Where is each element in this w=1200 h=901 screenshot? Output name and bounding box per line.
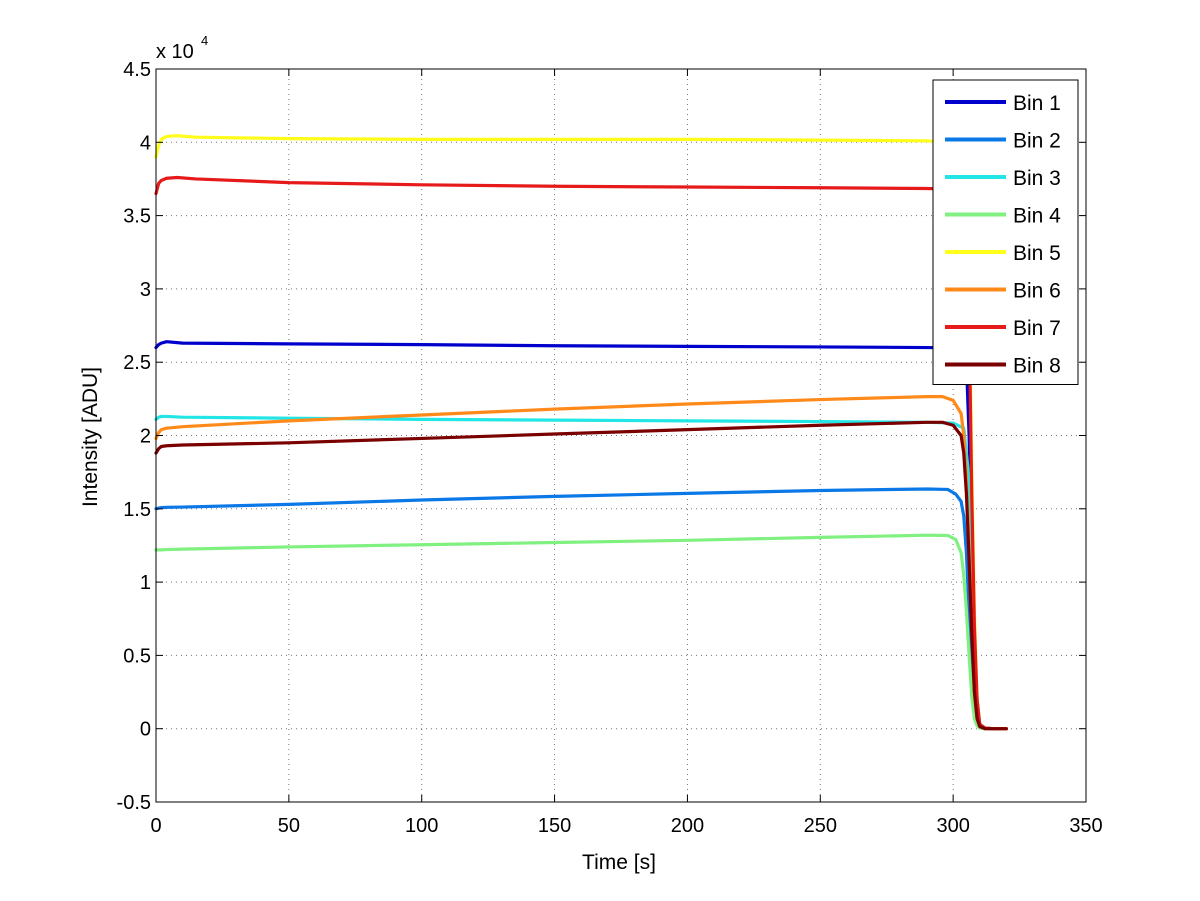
legend-label: Bin 5 [1013,242,1061,265]
y-tick-label: 0 [140,719,151,741]
legend-label: Bin 4 [1013,205,1061,228]
y-tick-label: 3 [140,279,151,301]
x-tick-label: 300 [936,815,969,837]
y-tick-label: 1 [140,572,151,594]
x-tick-label: 250 [804,815,837,837]
y-multiplier-exponent: 4 [201,33,208,48]
legend-label: Bin 3 [1013,167,1061,190]
legend-label: Bin 8 [1013,355,1061,378]
legend-label: Bin 2 [1013,130,1061,153]
x-tick-label: 0 [150,815,161,837]
y-multiplier-label: x 10 [156,41,194,63]
x-tick-label: 100 [405,815,438,837]
y-tick-label: -0.5 [117,792,151,814]
y-tick-label: 1.5 [123,499,151,521]
legend-label: Bin 7 [1013,317,1061,340]
y-tick-label: 2.5 [123,352,151,374]
y-tick-label: 3.5 [123,206,151,228]
legend: Bin 1 Bin 2 Bin 3 Bin 4 Bin 5 Bin 6 Bin 7 Bin 8 [933,80,1078,385]
x-tick-label: 200 [671,815,704,837]
y-tick-label: 4.5 [123,59,151,81]
x-tick-label: 350 [1069,815,1102,837]
x-axis-label: Time [s] [582,851,656,874]
y-tick-label: 2 [140,426,151,448]
y-tick-label: 0.5 [123,645,151,667]
x-tick-label: 50 [278,815,300,837]
x-tick-label: 150 [538,815,571,837]
y-axis-label: Intensity [ADU] [79,367,102,507]
legend-label: Bin 6 [1013,280,1061,303]
legend-label: Bin 1 [1013,92,1061,115]
y-tick-label: 4 [140,132,151,154]
